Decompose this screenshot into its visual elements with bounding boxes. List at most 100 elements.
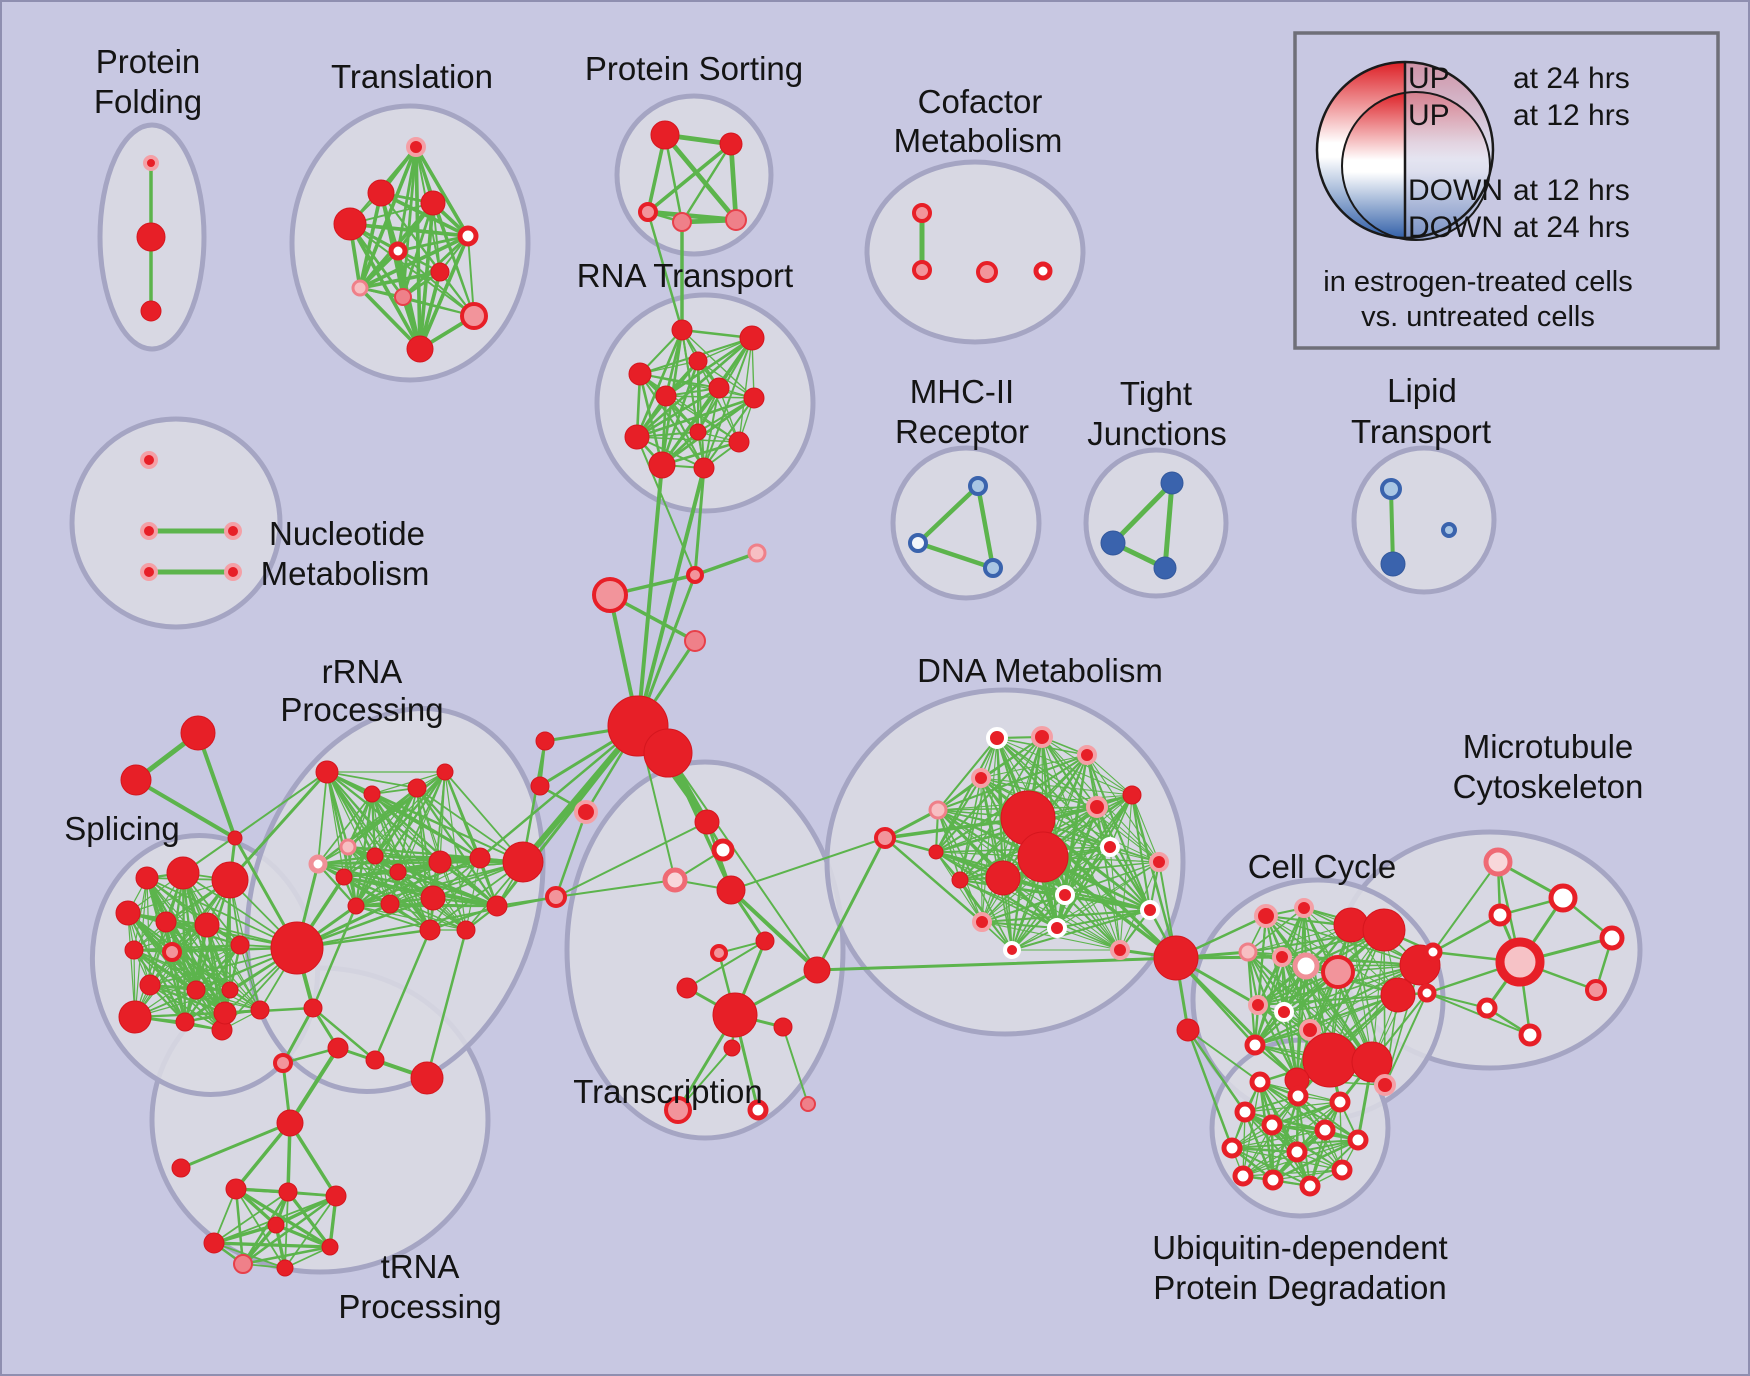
edge: [317, 771, 328, 865]
edge: [1253, 906, 1306, 1047]
node-ps3: [638, 202, 658, 222]
node-ub10: [1232, 1165, 1254, 1187]
edge: [354, 854, 377, 908]
node-hub2: [643, 728, 693, 778]
node-ub2: [1287, 1085, 1309, 1107]
edge: [1162, 480, 1175, 571]
cluster-cofactor-metabolism: [864, 159, 1086, 345]
edge: [465, 857, 481, 931]
node-cc6: [1321, 955, 1355, 989]
edge: [355, 905, 431, 931]
node-pf2: [136, 222, 166, 252]
node-tr5: [457, 225, 479, 247]
edge: [639, 373, 740, 443]
cluster-label-cofactor-metabolism: Metabolism: [894, 122, 1063, 159]
edge: [1270, 1100, 1342, 1127]
edge: [554, 810, 588, 899]
node-cc4: [1272, 947, 1292, 967]
node-tc2: [711, 838, 735, 862]
node-cc18: [1374, 1074, 1396, 1096]
node-mtc1: [1423, 942, 1443, 962]
edge: [1253, 923, 1353, 1047]
edge: [1108, 845, 1152, 912]
node-tn6: [171, 1158, 191, 1178]
node-dn15: [1003, 941, 1021, 959]
node-sl12: [221, 981, 239, 999]
cluster-lipid-transport: [1351, 445, 1497, 595]
edge: [348, 222, 470, 238]
edge: [1186, 1028, 1247, 1114]
node-rt10: [728, 431, 750, 453]
edge: [1231, 1101, 1341, 1149]
edge: [1063, 893, 1122, 952]
cluster-nucleotide-metabolism: [69, 416, 283, 630]
node-tri2: [120, 764, 152, 796]
node-tn2: [273, 1053, 293, 1073]
node-tr7: [430, 262, 450, 282]
cluster-label-nucleotide-metabolism: Metabolism: [261, 555, 430, 592]
cluster-label-rna-transport: RNA Transport: [577, 257, 793, 294]
edge: [936, 753, 1089, 812]
cluster-label-rrna-processing: Processing: [280, 691, 443, 728]
edge: [1187, 1029, 1261, 1083]
node-ch2: [747, 543, 767, 563]
cluster-label-transcription: Transcription: [573, 1073, 763, 1110]
node-tr9: [394, 288, 412, 306]
legend-direction-label: DOWN: [1408, 211, 1503, 244]
edge: [1055, 908, 1152, 930]
edge: [134, 944, 241, 1018]
node-tb5: [321, 1238, 339, 1256]
node-mt2: [1548, 883, 1578, 913]
node-tn7: [410, 1061, 444, 1095]
edge: [1432, 861, 1499, 953]
edge: [288, 1046, 340, 1125]
legend-direction-label: UP: [1408, 99, 1450, 132]
edge: [284, 1195, 337, 1269]
edge: [665, 395, 755, 399]
edge: [132, 948, 227, 1015]
edge: [1011, 861, 1160, 951]
edge: [1010, 893, 1067, 952]
edge: [1256, 928, 1386, 1007]
cluster-label-protein-folding: Protein: [96, 43, 201, 80]
node-rr10: [428, 850, 452, 874]
node-sl4: [115, 900, 141, 926]
edge: [636, 436, 696, 576]
edge: [274, 1194, 338, 1227]
node-dn8: [928, 844, 944, 860]
node-dn10: [1017, 831, 1069, 883]
edge: [212, 1241, 332, 1249]
edge: [996, 737, 1013, 951]
edge: [975, 483, 996, 571]
node-ub1: [1249, 1071, 1271, 1093]
edge: [697, 360, 755, 399]
node-tj3: [1153, 556, 1177, 580]
edge: [1247, 951, 1285, 1013]
node-ub3: [1234, 1101, 1256, 1123]
edge: [213, 1191, 289, 1244]
edge: [686, 940, 766, 989]
edge: [1339, 1101, 1343, 1171]
edge: [639, 373, 705, 469]
node-tb2: [278, 1182, 298, 1202]
edge: [1253, 993, 1400, 1047]
node-dconn: [874, 827, 896, 849]
node-lt3: [1441, 522, 1457, 538]
node-cc3: [1238, 942, 1258, 962]
node-dn7: [1122, 785, 1142, 805]
edge: [681, 329, 755, 399]
edge: [646, 210, 684, 332]
edge: [1186, 1028, 1234, 1150]
node-rr4: [436, 763, 454, 781]
node-cc13: [1299, 1019, 1321, 1041]
node-mt8: [1585, 979, 1607, 1001]
edge: [182, 872, 261, 1011]
node-sp3: [574, 800, 598, 824]
node-tb6: [233, 1254, 253, 1274]
edge: [134, 921, 167, 1018]
node-lt1: [1380, 478, 1402, 500]
node-mtc2: [1417, 983, 1437, 1003]
node-cc8: [1362, 908, 1406, 952]
